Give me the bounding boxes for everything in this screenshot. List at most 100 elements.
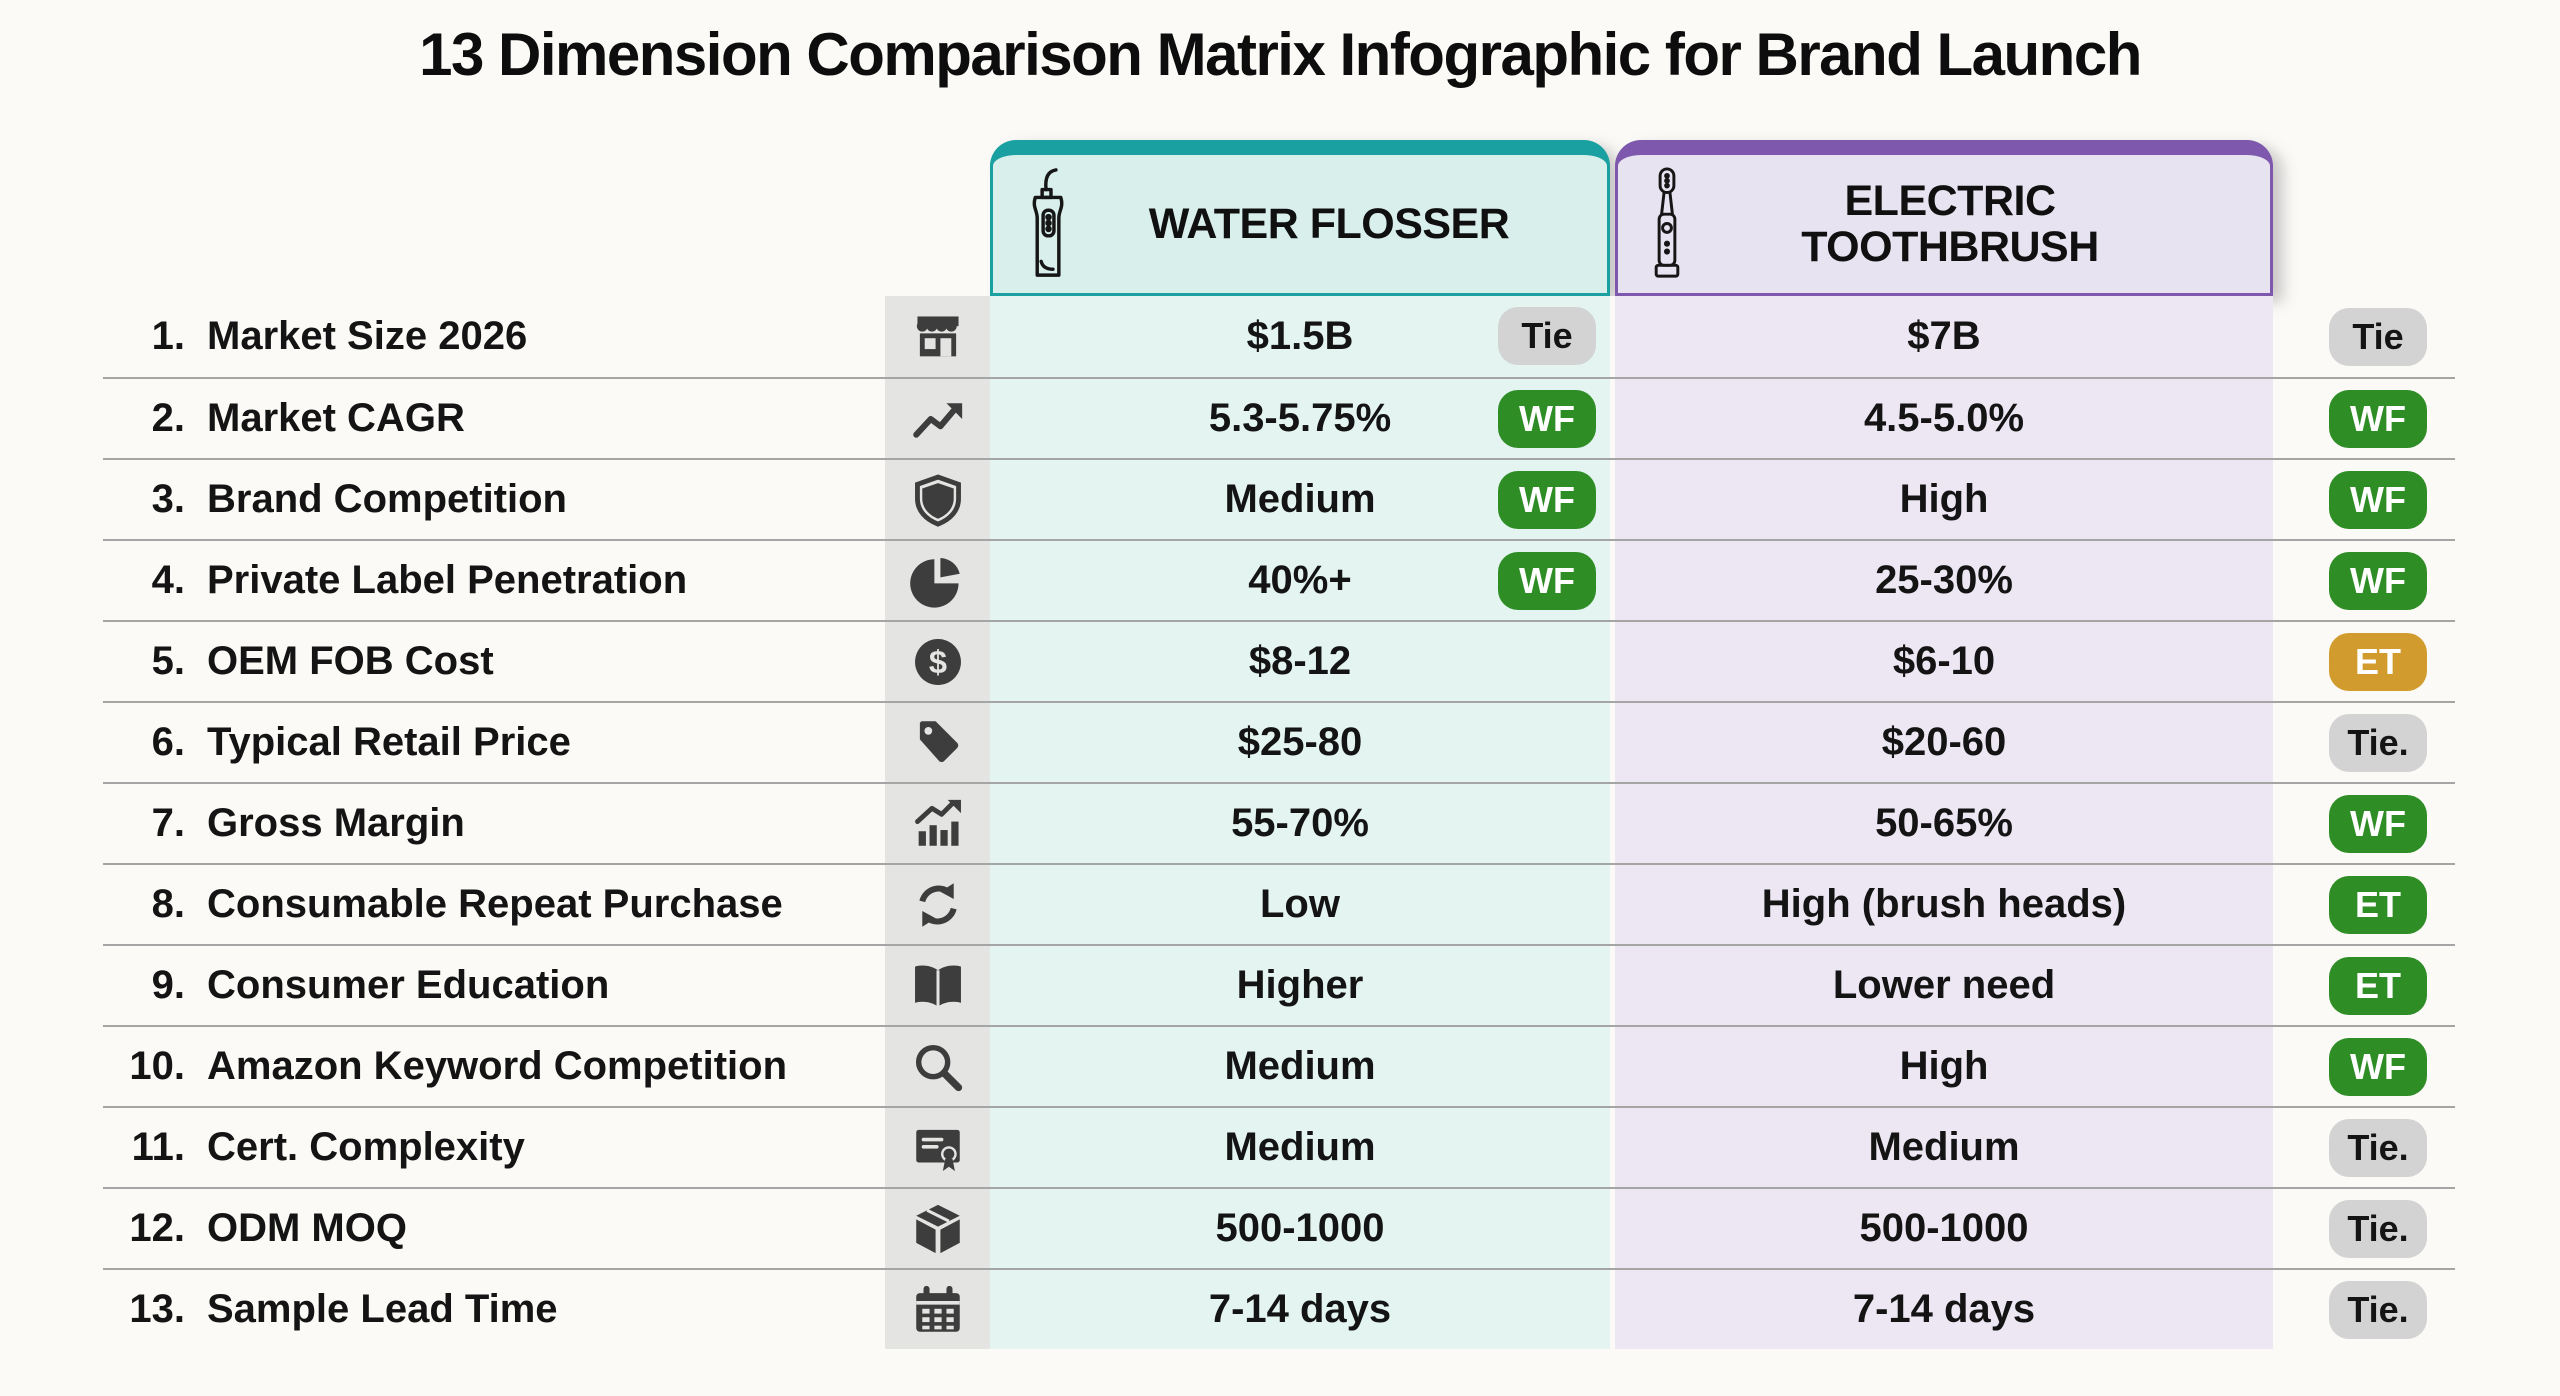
dimension-icon-cell [885,296,990,377]
dimension-icon-cell [885,1027,990,1106]
electric-toothbrush-icon [1654,167,1680,278]
table-row: 9. Consumer Education Higher Lower need E… [103,944,2455,1025]
repeat-icon [918,882,957,927]
margin-chart-icon [914,799,961,846]
wf-value: Low [1260,882,1340,926]
table-row: 2. Market CAGR 5.3-5.75% WF 4.5-5.0% WF [103,377,2455,458]
dimension-label: Private Label Penetration [207,558,688,602]
et-value: High [1899,1044,1989,1088]
table-row: 12. ODM MOQ 500-1000 500-1000 Tie. [103,1187,2455,1268]
row-number: 10. [129,1044,185,1088]
dimension-label: Consumer Education [207,963,610,1007]
wf-value: Medium [1224,1125,1376,1169]
table-row: 4. Private Label Penetration 40%+ WF 25-30… [103,539,2455,620]
dimension-icon-cell [885,865,990,944]
wf-value: 7-14 days [1208,1287,1392,1331]
dimension-icon-cell [885,1108,990,1187]
verdict-badge: WF [2329,470,2427,529]
verdict-badge: ET [2329,632,2427,691]
table-row: 11. Cert. Complexity Medium Medium Tie. [103,1106,2455,1187]
wf-value: Medium [1224,1044,1376,1088]
dimension-icon-cell [885,946,990,1025]
dimension-icon-cell [885,784,990,863]
dimension-label: Typical Retail Price [207,720,571,764]
wf-value: $25-80 [1237,720,1363,764]
dimension-label: Brand Competition [207,477,567,521]
wf-value: 500-1000 [1215,1206,1385,1250]
certificate-icon [915,1129,960,1171]
dimension-icon-cell [885,460,990,539]
dimension-icon-cell [885,379,990,458]
row-number: 4. [151,558,185,602]
row-number: 1. [151,314,185,358]
dimension-icon-cell [885,1189,990,1268]
et-value: 7-14 days [1852,1287,2036,1331]
dimension-label: Sample Lead Time [207,1287,558,1331]
et-value: $7B [1907,314,1981,358]
table-row: 13. Sample Lead Time 7-14 days 7-14 days … [103,1268,2455,1349]
et-value: 50-65% [1875,801,2013,845]
et-value: $6-10 [1892,639,1996,683]
et-value: 4.5-5.0% [1863,396,2025,440]
row-number: 13. [129,1287,185,1331]
et-value: Medium [1868,1125,2020,1169]
verdict-badge: Tie. [2329,1118,2427,1177]
row-number: 11. [131,1125,185,1169]
wf-value: 5.3-5.75% [1208,396,1392,440]
wf-value: 40%+ [1248,558,1352,602]
dimension-icon-cell: $ [885,622,990,701]
table-row: 6. Typical Retail Price $25-80 $20-60 Tie… [103,701,2455,782]
electric-toothbrush-header: ELECTRIC TOOTHBRUSH [1615,140,2273,296]
wf-value: Higher [1236,963,1364,1007]
verdict-badge: WF [2329,389,2427,448]
verdict-badge: WF [2329,794,2427,853]
wf-value: $8-12 [1248,639,1352,683]
price-tag-icon [919,720,958,762]
dimension-label: Gross Margin [207,801,465,845]
wf-value: 55-70% [1231,801,1369,845]
verdict-badge: Tie. [2329,1280,2427,1339]
dimension-label: Cert. Complexity [207,1125,525,1169]
water-flosser-title: WATER FLOSSER [1148,199,1510,248]
verdict-badge: Tie. [2329,1199,2427,1258]
et-value: High (brush heads) [1761,882,2127,926]
dollar-icon: $ [914,638,961,685]
verdict-badge: Tie. [2329,713,2427,772]
row-number: 12. [129,1206,185,1250]
row-number: 2. [151,396,185,440]
dimension-label: Amazon Keyword Competition [207,1044,788,1088]
row-number: 9. [151,963,185,1007]
dimension-label: OEM FOB Cost [207,639,494,683]
row-number: 8. [151,882,185,926]
et-value: 25-30% [1875,558,2013,602]
svg-text:$: $ [928,642,946,679]
wf-column-badge: WF [1498,552,1596,610]
table-row: 7. Gross Margin 55-70% 50-65% WF [103,782,2455,863]
verdict-badge: ET [2329,875,2427,934]
dimension-icon-cell [885,1270,990,1349]
dimension-label: ODM MOQ [207,1206,407,1250]
pie-chart-icon [909,557,960,608]
row-number: 3. [151,477,185,521]
water-flosser-header: WATER FLOSSER [990,140,1610,296]
wf-value: Medium [1224,477,1376,521]
row-number: 7. [151,801,185,845]
comparison-table: 1. Market Size 2026 $1.5B Tie $7B Tie 2. Ma… [103,296,2455,1349]
dimension-icon-cell [885,541,990,620]
wf-value: $1.5B [1246,314,1354,358]
verdict-badge: ET [2329,956,2427,1015]
wf-column-badge: Tie [1498,307,1596,365]
electric-toothbrush-title: ELECTRIC TOOTHBRUSH [1801,176,2099,271]
water-flosser-icon [1032,168,1064,277]
et-value: $20-60 [1881,720,2007,764]
et-value: Lower need [1832,963,2056,1007]
dimension-icon-cell [885,703,990,782]
page-title: 13 Dimension Comparison Matrix Infograph… [419,21,2142,88]
table-row: 1. Market Size 2026 $1.5B Tie $7B Tie [103,296,2455,377]
open-book-icon [914,964,961,1007]
table-row: 3. Brand Competition Medium WF High WF [103,458,2455,539]
calendar-icon [915,1285,960,1332]
table-row: 5. OEM FOB Cost $ $8-12 $6-10 ET [103,620,2455,701]
storefront-icon [916,315,959,356]
verdict-badge: Tie [2329,307,2427,366]
